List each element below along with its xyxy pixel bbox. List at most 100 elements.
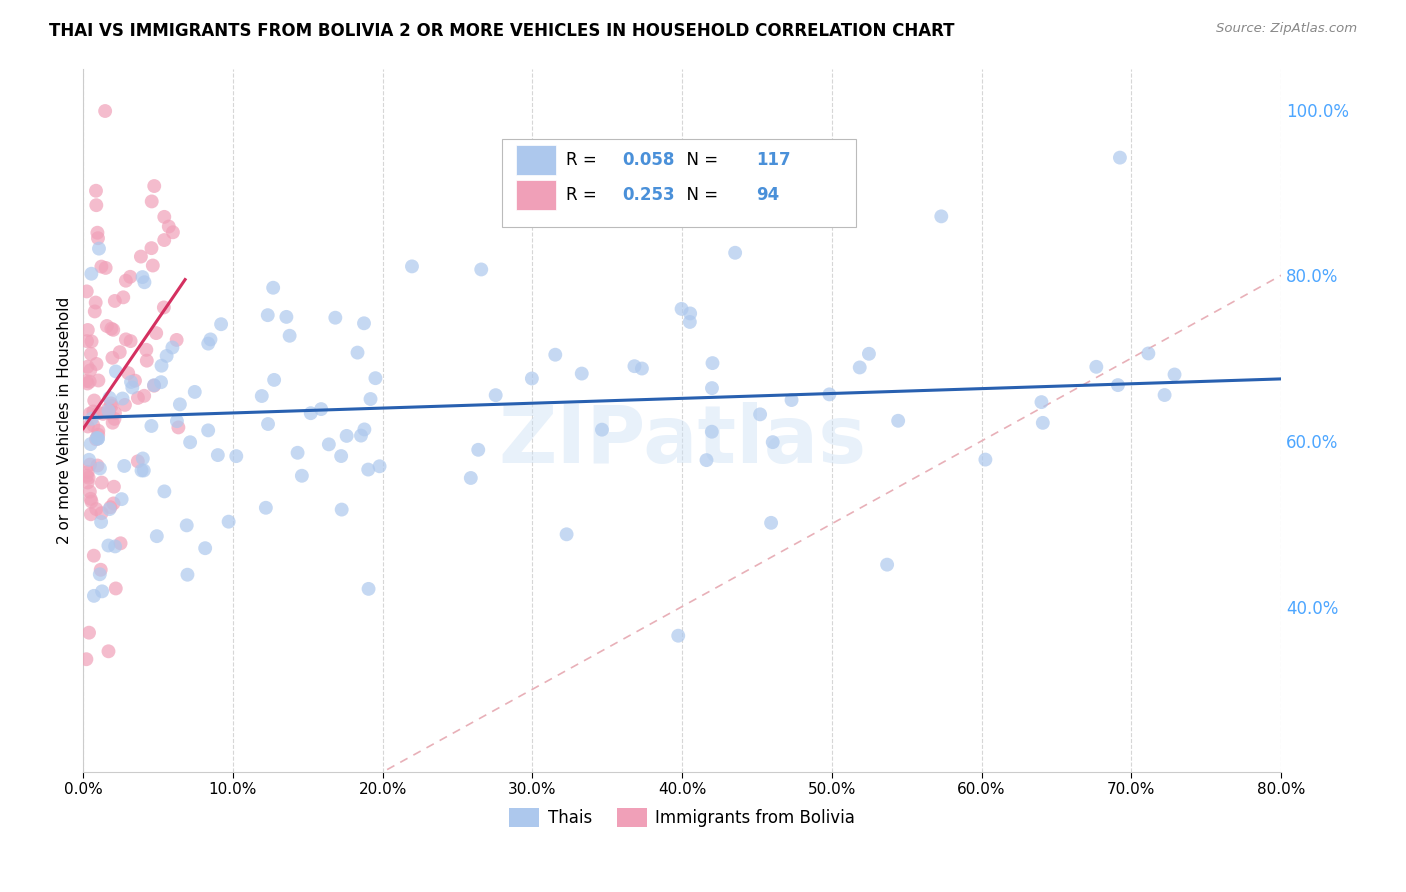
Point [1031, 395, 1053, 409]
Point [97, 644, 120, 658]
Point [76, 323, 98, 337]
Point [77, 625, 100, 640]
Point [309, 402, 332, 417]
Point [353, 316, 375, 330]
Point [79, 484, 101, 499]
Point [98, 502, 121, 516]
Point [76, 475, 98, 490]
Point [544, 348, 567, 362]
Point [291, 468, 314, 483]
Point [84, 198, 107, 212]
Point [104, 293, 127, 308]
Point [142, 259, 165, 273]
Text: R =: R = [567, 151, 602, 169]
Point [555, 527, 578, 541]
Point [156, 349, 179, 363]
Point [323, 310, 346, 325]
Point [631, 361, 654, 376]
Point [364, 371, 387, 385]
Point [103, 323, 125, 337]
Point [80, 508, 103, 522]
Point [194, 541, 217, 556]
Point [89, 461, 111, 475]
Point [124, 374, 146, 388]
Point [145, 326, 167, 340]
Text: 0.253: 0.253 [623, 186, 675, 204]
Point [84, 184, 107, 198]
Point [1153, 388, 1175, 402]
Point [157, 219, 180, 234]
Point [83, 393, 105, 408]
Point [104, 364, 127, 378]
Point [401, 260, 423, 274]
Text: N =: N = [676, 186, 724, 204]
Point [666, 629, 689, 643]
Point [76, 359, 98, 374]
Point [330, 502, 353, 516]
Point [76, 465, 98, 479]
Point [101, 351, 124, 365]
Point [134, 389, 156, 403]
Point [134, 275, 156, 289]
Point [571, 367, 593, 381]
Point [114, 398, 136, 412]
Point [153, 484, 176, 499]
Point [876, 558, 898, 572]
Point [357, 582, 380, 596]
Point [132, 463, 155, 477]
Point [76, 285, 98, 299]
Point [79, 407, 101, 421]
Point [83, 589, 105, 603]
Text: R =: R = [567, 186, 602, 204]
Point [153, 301, 176, 315]
Point [679, 306, 702, 320]
Point [91, 584, 114, 599]
Point [104, 540, 127, 554]
Point [86, 357, 108, 371]
Point [263, 373, 285, 387]
Point [700, 381, 723, 395]
Point [79, 363, 101, 377]
Point [1085, 359, 1108, 374]
Point [100, 322, 122, 336]
Point [207, 448, 229, 462]
Point [91, 407, 114, 421]
Point [700, 425, 723, 439]
Point [87, 231, 110, 245]
Point [75, 374, 97, 388]
Point [98, 406, 121, 420]
Point [79, 458, 101, 472]
Point [96, 318, 118, 333]
Point [112, 458, 135, 473]
Point [101, 416, 124, 430]
Text: N =: N = [676, 151, 724, 169]
Point [86, 431, 108, 445]
Point [143, 179, 166, 194]
Point [346, 345, 368, 359]
Point [90, 260, 112, 274]
Point [120, 334, 142, 348]
Point [108, 345, 131, 359]
Point [80, 494, 103, 508]
Point [146, 529, 169, 543]
Point [104, 406, 127, 420]
Point [257, 417, 280, 431]
Point [360, 392, 382, 406]
Point [104, 582, 127, 596]
Point [79, 437, 101, 451]
Point [287, 446, 309, 460]
Point [129, 250, 152, 264]
Text: Source: ZipAtlas.com: Source: ZipAtlas.com [1216, 22, 1357, 36]
Point [262, 281, 284, 295]
Point [83, 549, 105, 563]
Point [724, 245, 747, 260]
Text: 0.058: 0.058 [623, 151, 675, 169]
Point [162, 341, 184, 355]
Point [166, 333, 188, 347]
Point [117, 366, 139, 380]
Point [153, 233, 176, 247]
Point [135, 343, 157, 357]
FancyBboxPatch shape [502, 139, 856, 227]
Point [368, 459, 391, 474]
Point [1163, 368, 1185, 382]
